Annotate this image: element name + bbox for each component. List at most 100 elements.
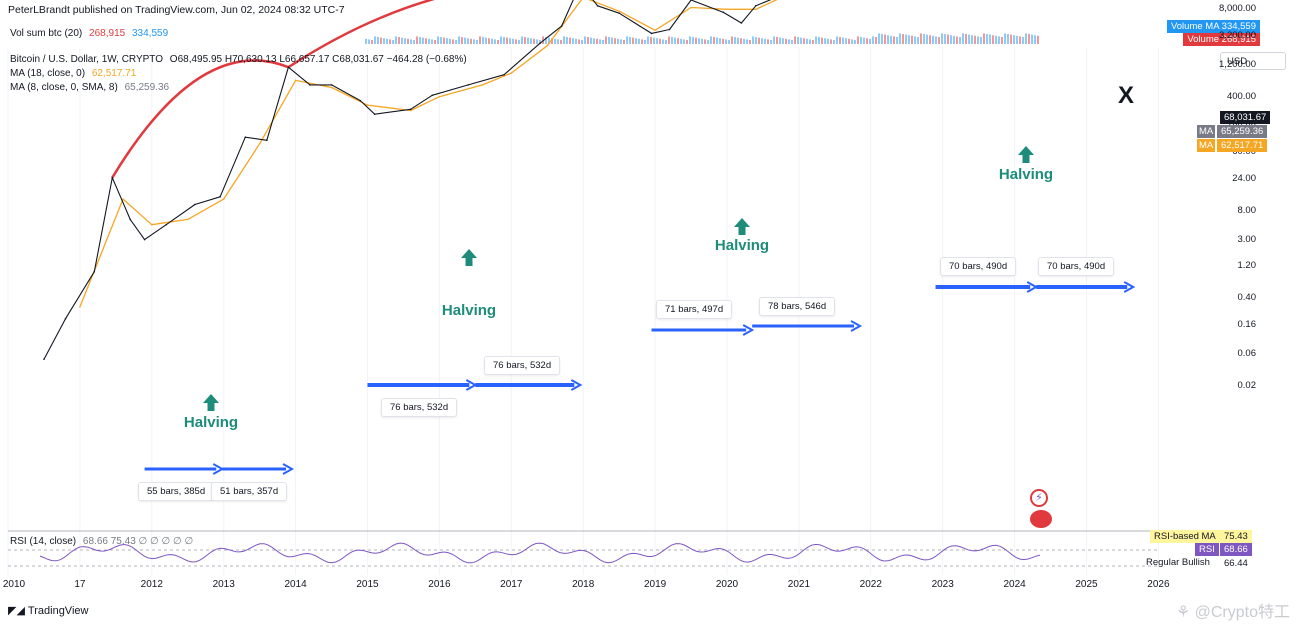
ma18-series-point [754,8,757,11]
volume-bar [986,34,988,44]
ma18-series-point [726,8,728,11]
volume-bar [806,38,808,44]
ma18-series-point [510,72,513,74]
volume-bar [902,34,904,44]
volume-bar [890,35,892,44]
price-series-point [650,32,653,35]
volume-bar [488,38,490,44]
flag-icon[interactable] [1030,510,1052,528]
volume-bar [758,37,760,44]
ohlc-values: O68,495.95 H70,630.13 L66,657.17 C68,031… [169,54,467,65]
volume-bar [593,38,595,44]
price-series-point [244,136,247,139]
volume-bar [449,38,451,44]
volume-bar [959,37,961,44]
volume-ma-tag: Volume MA 334,559 [1166,20,1260,33]
price-tick: 8.00 [1237,204,1257,216]
volume-bar [842,37,844,44]
time-tick: 2024 [1003,579,1026,590]
price-series-point [93,270,96,273]
ma8-tag-label: MA [1197,125,1215,138]
volume-bar [911,35,913,44]
time-tick: 2014 [284,579,307,590]
price-tick: 24.00 [1232,172,1256,184]
volume-bar [680,38,682,44]
volume-bar [794,36,796,44]
volume-bar [893,36,895,44]
rsi-values: 68.66 75.43 ∅ ∅ ∅ ∅ ∅ [82,536,194,547]
volume-bar [419,37,421,44]
volume-bar [368,39,370,44]
symbol-name: Bitcoin / U.S. Dollar, 1W, CRYPTO [10,54,164,65]
volume-bar [431,39,433,44]
volume-bar [659,38,661,44]
volume-bar [1001,37,1003,44]
volume-bar [770,40,772,44]
volume-bar [479,36,481,44]
volume-bar [845,38,847,44]
time-tick: 2015 [356,579,379,590]
ma18-tag-label: MA [1197,139,1215,152]
halving-up-arrow [734,218,750,235]
volume-bar [677,38,679,44]
volume-bar [461,37,463,44]
currency-button[interactable]: USD [1220,52,1286,70]
volume-bar [998,36,1000,44]
volume-bar [707,40,709,44]
volume-bar [878,33,880,44]
volume-bar [875,37,877,44]
volume-bar [725,39,727,44]
volume-bar [749,40,751,44]
volume-bar [884,34,886,44]
price-series-point [596,5,599,7]
volume-bar [635,38,637,44]
cycle-arrow-head [282,463,295,475]
tradingview-brand[interactable]: ◤◢ TradingView [8,605,89,617]
volume-bar [857,36,859,44]
volume-bar [611,37,613,44]
time-tick: 2017 [500,579,523,590]
volume-bar [518,40,520,44]
time-tick: 2019 [643,579,667,590]
ma18-series-point [330,86,333,89]
volume-bar [515,39,517,44]
volume-bar [689,36,691,44]
volume-bar [953,35,955,44]
price-series-point [740,22,743,24]
volume-bar [440,37,442,44]
volume-bar [674,37,676,44]
volume-bar [386,38,388,44]
volume-bar [686,40,688,44]
symbol-legend: Bitcoin / U.S. Dollar, 1W, CRYPTO O68,49… [10,54,467,65]
volume-bar [575,38,577,44]
volume-bar [374,36,376,44]
price-tick: 3,200.00 [1219,30,1256,42]
volume-bar [530,38,532,44]
volume-bar [665,40,667,44]
ma18-series-point [690,6,692,9]
volume-bar [671,37,673,44]
ma8-tag-value: 65,259.36 [1217,125,1268,138]
last-price-tag: 68,031.67 [1220,111,1271,124]
volume-bar [839,37,841,44]
volume-bar [632,37,634,44]
volume-bar [965,34,967,44]
volume-bar [764,38,766,44]
volume-bar [512,38,514,44]
price-tick: 3.00 [1237,233,1257,245]
price-series-point [219,196,221,198]
price-tick: 400.00 [1226,90,1256,102]
ma18-series-point [438,95,441,98]
volume-bar [800,37,802,44]
volume-bar [1007,34,1009,44]
volume-bar [1004,33,1006,44]
volume-bar [908,35,910,44]
volume-bar [728,40,730,44]
volume-bar [578,39,580,44]
lightning-icon[interactable]: ⚡ [1030,489,1048,507]
volume-bar [413,40,415,44]
volume-bar [620,39,622,44]
volume-bar [662,39,664,44]
volume-bar [779,37,781,44]
